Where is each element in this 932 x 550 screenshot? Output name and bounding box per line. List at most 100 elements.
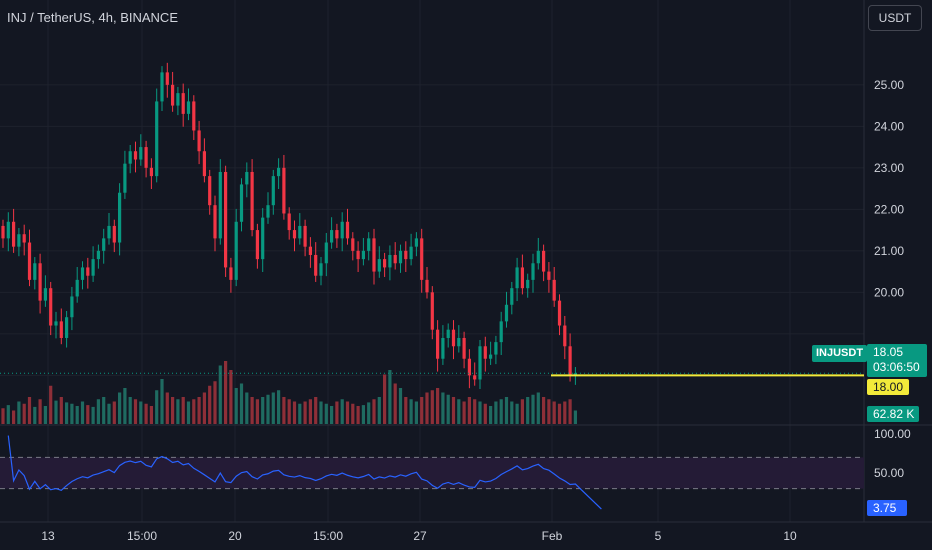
volume-bar — [398, 388, 403, 424]
volume-bar — [186, 401, 191, 424]
candle-body — [319, 263, 323, 276]
volume-bar — [255, 399, 259, 424]
volume-bar — [43, 406, 47, 424]
rsi-band — [0, 457, 864, 489]
horizontal-line-price-tag: 18.00 — [867, 379, 909, 395]
candle-body — [552, 279, 556, 301]
volume-bar — [335, 401, 339, 424]
candle-body — [367, 238, 371, 251]
candle-body — [186, 101, 191, 114]
symbol-tag: INJUSDT — [812, 345, 868, 362]
rsi-value-tag: 3.75 — [867, 500, 907, 516]
candle-body — [526, 279, 530, 289]
candle-body — [420, 238, 424, 280]
volume-bar — [155, 390, 159, 424]
candle-body — [38, 263, 42, 301]
volume-bar — [250, 397, 254, 424]
candle-body — [436, 329, 440, 359]
volume-bar — [340, 399, 344, 424]
candle-body — [1, 225, 5, 239]
candle-body — [49, 288, 53, 326]
volume-bar — [123, 388, 127, 424]
candle-body — [102, 238, 106, 251]
candle-body — [229, 267, 233, 280]
volume-bar — [542, 397, 546, 424]
volume-bar — [436, 388, 440, 424]
volume-bar — [91, 406, 95, 424]
volume-bar — [383, 374, 387, 424]
candle-body — [86, 267, 90, 276]
candle-body — [176, 93, 180, 106]
candle-body — [17, 234, 21, 247]
candle-body — [80, 267, 85, 280]
candle-body — [425, 279, 429, 293]
volume-bar — [526, 397, 530, 424]
candle-body — [112, 225, 116, 243]
candle-body — [155, 101, 159, 177]
candle-body — [388, 254, 392, 268]
volume-bar — [75, 406, 79, 424]
candle-body — [520, 267, 524, 289]
volume-bar — [266, 394, 270, 424]
candle-body — [107, 225, 111, 239]
candle-body — [208, 176, 212, 206]
rsi-tick-label: 100.00 — [874, 427, 911, 441]
volume-bar — [287, 399, 291, 424]
candle-body — [287, 213, 291, 231]
candle-body — [510, 288, 514, 305]
volume-bar — [176, 399, 180, 424]
volume-bar — [49, 385, 53, 424]
currency-button[interactable]: USDT — [868, 5, 922, 31]
candle-body — [515, 267, 519, 289]
candle-body — [451, 329, 456, 347]
candle-body — [446, 329, 450, 338]
candle-body — [12, 221, 16, 247]
volume-bar — [27, 397, 32, 424]
time-tick-label: 27 — [413, 529, 427, 543]
candle-body — [250, 171, 254, 231]
candle-body — [245, 171, 249, 185]
candle-body — [414, 238, 418, 247]
time-axis[interactable]: 13 15:00 20 15:00 27 Feb 5 10 — [41, 529, 797, 543]
candle-body — [139, 147, 143, 160]
candle-body — [128, 151, 132, 164]
rsi-pane: 100.00 50.00 — [0, 427, 911, 510]
volume-bar — [112, 401, 116, 424]
symbol-title: INJ / TetherUS, 4h, BINANCE — [7, 10, 178, 25]
volume-bar — [86, 405, 90, 424]
volume-bar — [372, 399, 376, 424]
volume-bar — [568, 399, 572, 424]
candle-body — [6, 221, 10, 239]
candle-body — [234, 221, 238, 280]
volume-bar — [489, 406, 493, 424]
volume-bar — [414, 401, 418, 424]
volume-bar — [457, 399, 461, 424]
volume-bar — [298, 403, 302, 424]
volume-bar — [54, 400, 58, 424]
candle-body — [149, 167, 153, 177]
volume-bar — [462, 401, 466, 424]
candle-body — [218, 171, 222, 239]
candle-body — [351, 238, 355, 251]
volume-bar — [149, 406, 153, 424]
candle-body — [123, 163, 127, 193]
candle-body — [181, 93, 185, 114]
volume-bar — [229, 370, 233, 424]
volume-bar — [12, 410, 16, 424]
volume-bar — [314, 397, 318, 424]
candle-body — [298, 225, 302, 239]
candle-body — [118, 192, 122, 243]
volume-bar — [510, 401, 514, 424]
candle-body — [266, 205, 270, 218]
last-price-tag: 18.05 03:06:50 — [867, 344, 927, 377]
volume-bar — [139, 401, 143, 424]
volume-bar — [171, 397, 175, 424]
candle-body — [27, 242, 32, 280]
price-tick-label: 25.00 — [874, 78, 904, 92]
rsi-line — [7, 435, 602, 510]
volume-bar — [430, 390, 434, 424]
volume-bar — [277, 390, 281, 424]
volume-bar — [33, 406, 37, 424]
price-axis[interactable]: 25.00 24.00 23.00 22.00 21.00 20.00 — [874, 78, 904, 300]
